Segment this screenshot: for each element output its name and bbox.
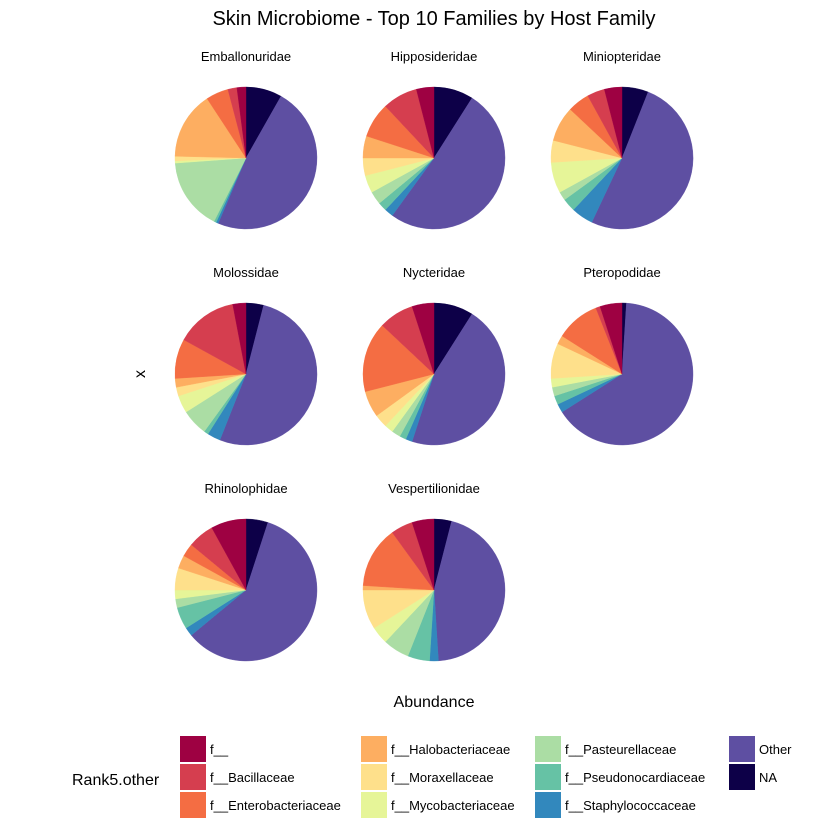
pie-slice-other (217, 95, 318, 230)
pie-slice-f (411, 302, 435, 375)
facet-label: Pteropodidae (583, 265, 660, 280)
legend-item: f__Mycobacteriaceae (361, 792, 515, 818)
legend-label: f__Mycobacteriaceae (391, 798, 515, 813)
legend-swatch (361, 792, 387, 818)
pie-slice-f (604, 86, 623, 159)
pie-emballonuridae: Emballonuridae (174, 49, 318, 230)
legend-item: f__Pasteurellaceae (535, 736, 676, 762)
facet-panels: Emballonuridae Hipposideridae Miniopterida… (174, 49, 694, 662)
legend-swatch (729, 764, 755, 790)
legend-item: f__Moraxellaceae (361, 764, 494, 790)
legend-item: NA (729, 764, 777, 790)
legend-swatch (361, 764, 387, 790)
pie-slice-other (391, 97, 506, 230)
pie-miniopteridae: Miniopteridae (550, 49, 694, 230)
chart-title: Skin Microbiome - Top 10 Families by Hos… (212, 8, 655, 30)
facet-label: Nycteridae (403, 265, 465, 280)
legend-swatch (535, 736, 561, 762)
legend-label: f__Pseudonocardiaceae (565, 770, 705, 785)
legend-title: Rank5.other (72, 772, 160, 789)
legend-item: f__Enterobacteriaceae (180, 792, 341, 818)
legend-swatch (535, 764, 561, 790)
pie-nycteridae: Nycteridae (362, 265, 506, 446)
pie-slice-f (411, 518, 435, 591)
legend-item: f__Bacillaceae (180, 764, 295, 790)
legend-swatch (535, 792, 561, 818)
pie-slice-f (211, 518, 247, 591)
facet-label: Rhinolophidae (204, 481, 287, 496)
pie-molossidae: Molossidae (174, 265, 318, 446)
pie-slice-other (411, 313, 506, 446)
legend-label: f__Pasteurellaceae (565, 742, 676, 757)
pie-slice-f (232, 302, 247, 375)
legend-item: f__Halobacteriaceae (361, 736, 510, 762)
legend-label: f__Staphylococcaceae (565, 798, 696, 813)
facet-label: Hipposideridae (391, 49, 478, 64)
legend-label: f__Bacillaceae (210, 770, 295, 785)
legend-label: Other (759, 742, 792, 757)
legend-swatch (729, 736, 755, 762)
pie-vespertilionidae: Vespertilionidae (362, 481, 506, 662)
legend: f__ f__Bacillaceae f__Enterobacteriaceae f_… (180, 736, 792, 818)
legend-swatch (180, 792, 206, 818)
pie-slice-other (219, 304, 318, 446)
pie-slice-fpasteurellaceae (174, 157, 247, 222)
legend-item: Other (729, 736, 792, 762)
legend-label: f__Enterobacteriaceae (210, 798, 341, 813)
pie-slice-fbacillaceae (183, 304, 247, 375)
legend-swatch (180, 764, 206, 790)
pie-slice-f (236, 86, 247, 159)
pie-slice-fenterobacteriaceae (362, 532, 435, 591)
legend-swatch (180, 736, 206, 762)
legend-label: f__ (210, 742, 229, 757)
facet-label: Emballonuridae (201, 49, 291, 64)
pie-slice-other (433, 520, 506, 662)
pie-slice-fhalobacteriaceae (174, 98, 247, 159)
pie-slice-fenterobacteriaceae (362, 325, 435, 392)
legend-swatch (361, 736, 387, 762)
y-axis-label: x (132, 370, 149, 378)
pie-hipposideridae: Hipposideridae (362, 49, 506, 230)
pie-slice-other (561, 302, 694, 446)
facet-label: Molossidae (213, 265, 279, 280)
legend-item: f__Pseudonocardiaceae (535, 764, 705, 790)
pie-pteropodidae: Pteropodidae (550, 265, 694, 446)
facet-label: Vespertilionidae (388, 481, 480, 496)
pie-slice-f (416, 86, 435, 159)
facet-label: Miniopteridae (583, 49, 661, 64)
pie-slice-f (599, 302, 623, 375)
pie-rhinolophidae: Rhinolophidae (174, 481, 318, 662)
legend-label: f__Moraxellaceae (391, 770, 494, 785)
legend-item: f__Staphylococcaceae (535, 792, 696, 818)
pie-slice-other (191, 522, 318, 662)
pie-slice-other (591, 91, 694, 230)
x-axis-label: Abundance (394, 694, 475, 711)
legend-label: f__Halobacteriaceae (391, 742, 510, 757)
legend-label: NA (759, 770, 777, 785)
legend-item: f__ (180, 736, 229, 762)
